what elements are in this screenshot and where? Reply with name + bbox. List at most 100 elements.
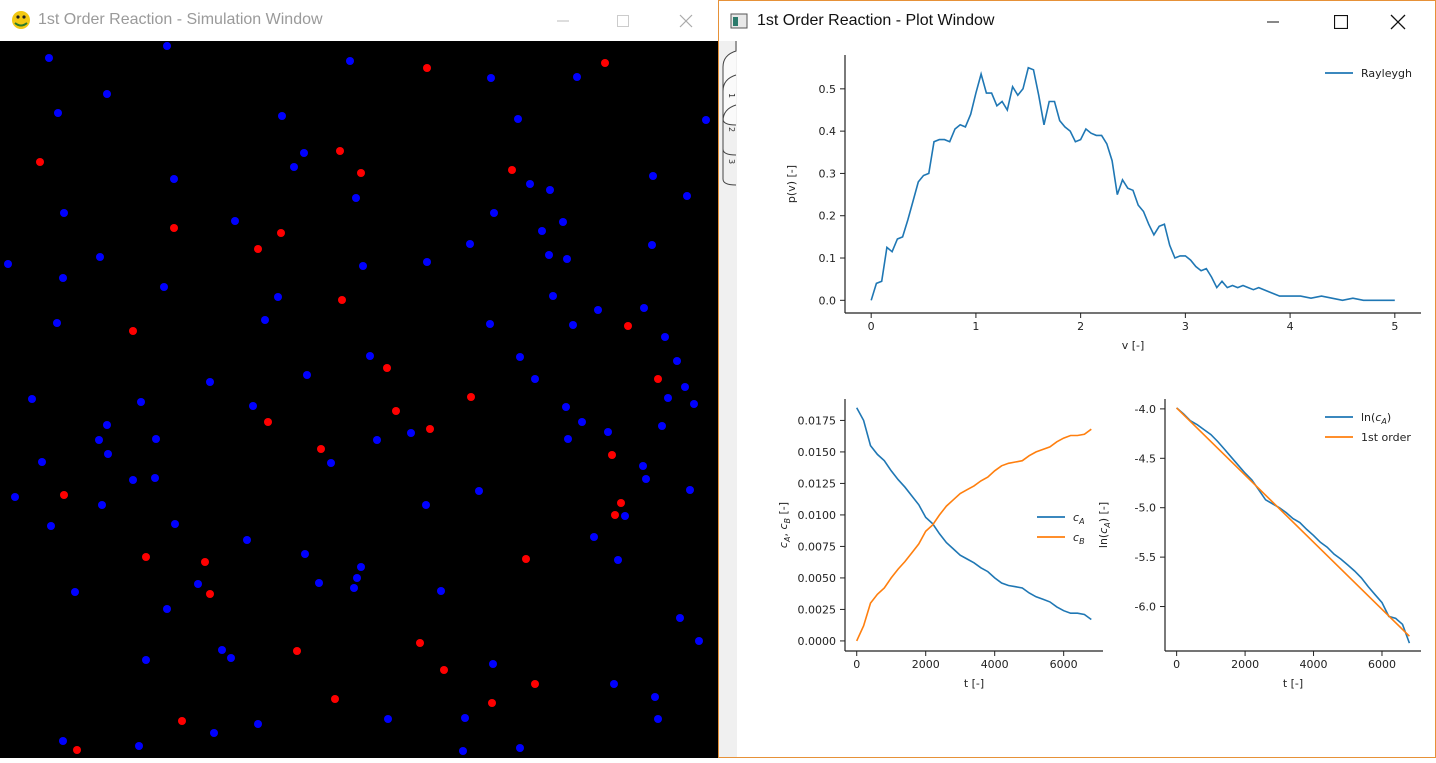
particle-a <box>422 501 430 509</box>
x-tick-label: 5 <box>1391 320 1398 333</box>
particle-a <box>303 371 311 379</box>
particle-a <box>98 501 106 509</box>
y-tick-label: 0.0175 <box>798 414 837 427</box>
minimize-icon <box>1267 21 1279 22</box>
particle-a <box>549 292 557 300</box>
particle-a <box>366 352 374 360</box>
particle-b <box>264 418 272 426</box>
minimize-button[interactable] <box>540 0 586 41</box>
simulation-titlebar[interactable]: 1st Order Reaction - Simulation Window <box>0 0 718 41</box>
particle-a <box>59 737 67 745</box>
tab-label[interactable]: 3 <box>727 159 736 164</box>
particle-a <box>651 693 659 701</box>
particle-a <box>702 116 710 124</box>
x-tick-label: 3 <box>1182 320 1189 333</box>
particle-a <box>661 333 669 341</box>
particle-a <box>152 435 160 443</box>
particle-a <box>137 398 145 406</box>
particle-a <box>357 563 365 571</box>
particle-a <box>686 486 694 494</box>
y-axis-label: ln(cA) [-] <box>1097 502 1112 548</box>
particle-b <box>206 590 214 598</box>
x-tick-label: 2 <box>1077 320 1084 333</box>
y-tick-label: 0.0025 <box>798 603 837 616</box>
x-axis-label: v [-] <box>1122 339 1145 352</box>
particle-a <box>654 715 662 723</box>
subplot-1: 0 1 2 3 4 5 0.0 0.1 0.2 0.3 0.4 0.5 v [-] p(v) [-] Ray… <box>785 55 1421 352</box>
tab-label[interactable]: 1 <box>727 93 736 98</box>
particle-a <box>300 149 308 157</box>
particle-a <box>475 487 483 495</box>
particle-b <box>508 166 516 174</box>
plot-minimize-button[interactable] <box>1250 1 1296 42</box>
y-tick-label: 0.3 <box>819 167 837 180</box>
tab-label[interactable]: 2 <box>727 127 736 132</box>
close-icon <box>1390 14 1406 29</box>
particle-a <box>171 520 179 528</box>
particle-a <box>274 293 282 301</box>
particle-a <box>487 74 495 82</box>
plot-maximize-button[interactable] <box>1318 1 1364 42</box>
particle-a <box>437 587 445 595</box>
particle-a <box>516 744 524 752</box>
pygame-snake-icon <box>11 10 31 30</box>
y-tick-label: -4.5 <box>1135 452 1156 465</box>
legend: cA cB <box>1037 511 1085 546</box>
y-tick-label: 0.1 <box>819 252 837 265</box>
particle-b <box>611 511 619 519</box>
particle-b <box>293 647 301 655</box>
particle-a <box>564 435 572 443</box>
particle-a <box>47 522 55 530</box>
particle-b <box>129 327 137 335</box>
particle-b <box>178 717 186 725</box>
particle-a <box>604 428 612 436</box>
legend-label: ln(cA) <box>1361 411 1391 426</box>
simulation-canvas[interactable] <box>0 41 718 758</box>
particle-a <box>681 383 689 391</box>
particle-a <box>350 584 358 592</box>
particle-b <box>531 680 539 688</box>
series-line <box>1176 407 1411 644</box>
particle-a <box>346 57 354 65</box>
maximize-button[interactable] <box>600 0 646 41</box>
particle-b <box>426 425 434 433</box>
particle-a <box>45 54 53 62</box>
particle-a <box>53 319 61 327</box>
particle-b <box>338 296 346 304</box>
series-line <box>1176 407 1410 637</box>
particle-a <box>459 747 467 755</box>
close-button[interactable] <box>663 0 709 41</box>
series-line <box>855 428 1092 642</box>
particle-a <box>301 550 309 558</box>
particle-a <box>563 255 571 263</box>
legend-label: 1st order <box>1361 431 1411 444</box>
particle-a <box>614 556 622 564</box>
particle-b <box>201 558 209 566</box>
y-tick-label: -4.0 <box>1135 403 1156 416</box>
particle-a <box>610 680 618 688</box>
plot-titlebar[interactable]: 1st Order Reaction - Plot Window <box>719 1 1435 41</box>
particle-a <box>640 304 648 312</box>
figure: 0 1 2 3 4 5 0.0 0.1 0.2 0.3 0.4 0.5 v [-] p(v) [-] Ray… <box>777 55 1421 690</box>
particle-a <box>639 462 647 470</box>
plot-close-button[interactable] <box>1375 1 1421 42</box>
particle-a <box>151 474 159 482</box>
particle-a <box>461 714 469 722</box>
particle-a <box>559 218 567 226</box>
particle-a <box>359 262 367 270</box>
particle-a <box>254 720 262 728</box>
x-tick-label: 4000 <box>1300 658 1328 671</box>
particle-b <box>254 245 262 253</box>
particle-b <box>608 451 616 459</box>
x-tick-label: 2000 <box>1231 658 1259 671</box>
particle-a <box>218 646 226 654</box>
legend-label: cB <box>1073 531 1085 546</box>
plot-canvas[interactable]: 0 1 2 3 4 5 0.0 0.1 0.2 0.3 0.4 0.5 v [-] p(v) [-] Ray… <box>737 41 1435 757</box>
particle-a <box>664 394 672 402</box>
y-tick-label: 0.0150 <box>798 446 837 459</box>
particle-a <box>538 227 546 235</box>
maximize-icon <box>617 14 629 27</box>
particle-a <box>384 715 392 723</box>
plot-window: 1st Order Reaction - Plot Window 1 2 3 0… <box>718 0 1436 758</box>
x-axis-label: t [-] <box>1283 677 1303 690</box>
